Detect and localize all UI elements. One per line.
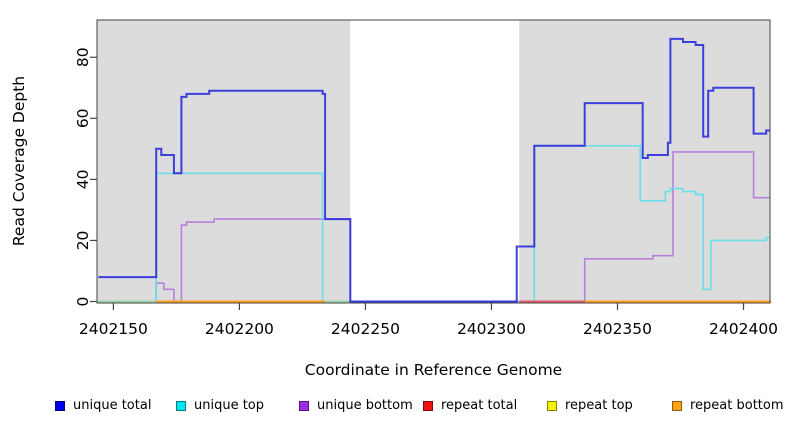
x-tick-label: 2402350	[583, 320, 652, 338]
x-tick-label: 2402250	[331, 320, 400, 338]
x-tick-label: 2402150	[79, 320, 148, 338]
plot-panel-left	[97, 20, 351, 303]
y-tick-label: 80	[74, 47, 92, 67]
series-unique-top	[98, 145, 770, 303]
x-axis-label: Coordinate in Reference Genome	[304, 361, 563, 379]
plot-frame	[96, 19, 771, 304]
x-tick-label: 2402400	[709, 320, 778, 338]
series-unique-total	[98, 37, 770, 303]
y-tick-label: 20	[74, 231, 92, 251]
plot-panel-right	[519, 20, 770, 303]
y-tick-label: 40	[74, 170, 92, 190]
y-axis-label: Read Coverage Depth	[10, 75, 28, 247]
series-unique-bottom	[98, 151, 770, 303]
x-tick-label: 2402300	[457, 320, 526, 338]
y-tick-label: 0	[74, 297, 92, 307]
y-tick-label: 60	[74, 108, 92, 128]
masked-region	[350, 20, 520, 303]
x-tick-label: 2402200	[205, 320, 274, 338]
